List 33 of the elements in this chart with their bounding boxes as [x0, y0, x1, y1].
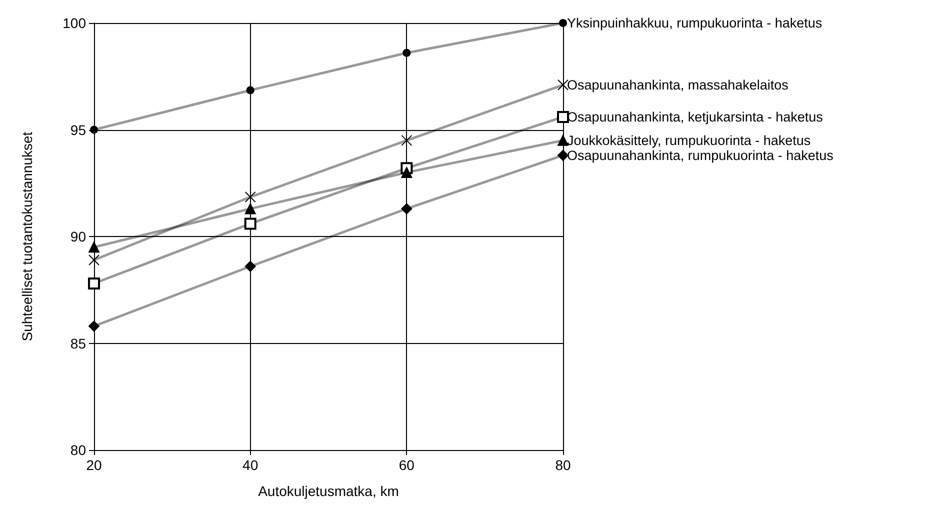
x-tick-label: 60 [398, 457, 415, 473]
point [88, 277, 100, 290]
series-label: Osapuunahankinta, ketjukarsinta - haketus [567, 109, 824, 124]
point [246, 86, 254, 94]
y-tick-label: 95 [70, 122, 86, 138]
point [401, 134, 412, 146]
y-tick-label: 100 [62, 15, 86, 31]
series-label: Yksinpuinhakkuu, rumpukuorinta - haketus [567, 16, 822, 30]
y-tick-label: 85 [70, 335, 86, 352]
point [402, 48, 411, 57]
point [401, 166, 412, 178]
point [401, 203, 412, 214]
series-label: Osapuunahankinta, massahakelaitos [567, 77, 789, 92]
series-label: Osapuunahankinta, rumpukuorinta - haketus [567, 148, 834, 163]
y-axis-title: Suhteelliset tuotantokustannukset [19, 132, 35, 342]
series-label: Joukkokäsittely, rumpukuorinta - haketus [567, 132, 811, 148]
point [244, 260, 256, 272]
point [244, 192, 256, 203]
point [88, 320, 100, 332]
x-axis-title: Autokuljetusmatka, km [258, 483, 399, 499]
x-tick-label: 20 [86, 457, 102, 473]
x-tick-label: 40 [242, 457, 258, 473]
y-tick-label: 80 [70, 442, 86, 458]
point [557, 110, 569, 123]
point [88, 254, 100, 266]
point [244, 218, 256, 230]
point [559, 19, 567, 27]
x-tick-label: 80 [555, 457, 571, 473]
point [558, 150, 568, 161]
point [558, 79, 568, 90]
y-tick-label: 90 [70, 228, 86, 244]
point [244, 203, 256, 214]
point [88, 242, 100, 253]
